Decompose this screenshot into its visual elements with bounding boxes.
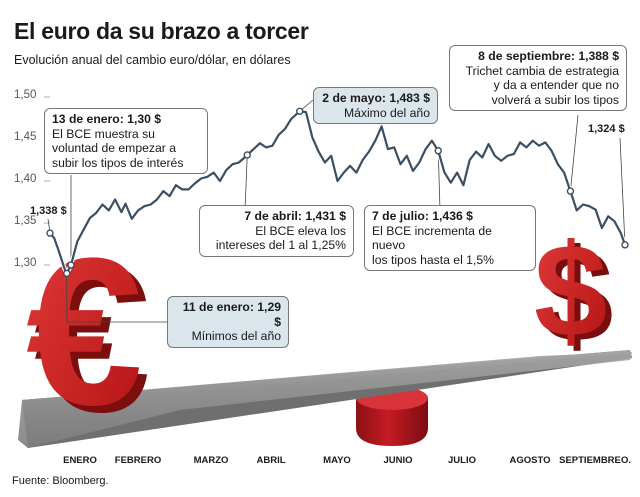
y-tick-label: 1,30 (14, 257, 37, 269)
dollar-icon: $ $ (534, 217, 613, 369)
x-tick-label: JULIO (448, 455, 476, 466)
seesaw-icon (18, 350, 632, 448)
data-point-marker (243, 151, 251, 159)
chart-subtitle: Evolución anual del cambio euro/dólar, e… (14, 53, 291, 67)
data-point-marker (296, 107, 304, 115)
callout-heading: 2 de mayo: 1,483 $ (322, 91, 430, 105)
x-tick-label: FEBRERO (114, 455, 162, 466)
connector-line (66, 273, 167, 323)
callout-body: El BCE eleva los intereses del 1 al 1,25… (215, 223, 346, 253)
callout-body: El BCE muestra su voluntad de empezar a … (52, 126, 184, 170)
callout-body: El BCE incrementa de nuevo los tipos has… (372, 223, 494, 267)
x-tick-label: SEPTIEMBRE (559, 455, 621, 466)
data-point-marker (566, 187, 575, 195)
callout-11-enero: 11 de enero: 1,29 $ Mínimos del año (167, 296, 289, 348)
callout-heading: 7 de julio: 1,436 $ (372, 209, 473, 223)
annotation-markers (46, 107, 629, 278)
svg-text:$: $ (540, 222, 613, 369)
svg-text:€: € (26, 214, 143, 449)
svg-text:€: € (34, 221, 151, 456)
callout-2-mayo: 2 de mayo: 1,483 $ Máximo del año (313, 87, 438, 124)
callout-body: Máximo del año (343, 105, 430, 120)
callout-heading: 8 de septiembre: 1,388 $ (478, 49, 619, 63)
data-point-marker (67, 261, 75, 269)
callout-body: Trichet cambia de estrategia y da a ente… (465, 63, 619, 107)
connector-line (619, 137, 626, 245)
series-line-group (48, 109, 628, 276)
connector-line (437, 150, 441, 211)
y-tick-label: 1,40 (14, 173, 37, 185)
y-tick-label: 1,45 (14, 131, 37, 143)
connector-line (244, 154, 248, 211)
connector-line (570, 114, 579, 192)
x-tick-label: ENERO (63, 455, 97, 466)
end-value-label: 1,324 $ (588, 123, 625, 135)
x-tick-label: MAYO (323, 455, 351, 466)
callout-heading: 13 de enero: 1,30 $ (52, 112, 162, 126)
series-line (49, 110, 627, 275)
svg-text:$: $ (534, 217, 607, 364)
euro-icon: € € (26, 214, 151, 456)
data-point-marker (63, 269, 71, 278)
chart-title: El euro da su brazo a torcer (14, 18, 309, 44)
x-tick-label: JUNIO (383, 455, 413, 466)
callout-heading: 11 de enero: 1,29 $ (182, 300, 281, 329)
start-value-label: 1,338 $ (30, 205, 67, 217)
callout-7-julio: 7 de julio: 1,436 $ El BCE incrementa de… (364, 205, 536, 271)
x-tick-label: ABRIL (256, 455, 286, 466)
x-tick-label: MARZO (193, 455, 229, 466)
y-tick-label: 1,35 (14, 215, 37, 227)
callout-body: Mínimos del año (191, 329, 281, 343)
callout-7-abril: 7 de abril: 1,431 $ El BCE eleva los int… (199, 205, 354, 257)
callout-13-enero: 13 de enero: 1,30 $ El BCE muestra su vo… (44, 108, 208, 174)
callout-8-septiembre: 8 de septiembre: 1,388 $ Trichet cambia … (449, 45, 627, 111)
x-tick-label: AGOSTO (509, 455, 551, 466)
callout-heading: 7 de abril: 1,431 $ (244, 209, 346, 223)
data-point-marker (46, 229, 54, 237)
x-tick-label: O. (620, 455, 632, 466)
data-point-marker (621, 241, 629, 249)
data-point-marker (434, 147, 442, 155)
y-tick-label: 1,50 (14, 89, 37, 101)
source-note: Fuente: Bloomberg. (12, 475, 109, 487)
